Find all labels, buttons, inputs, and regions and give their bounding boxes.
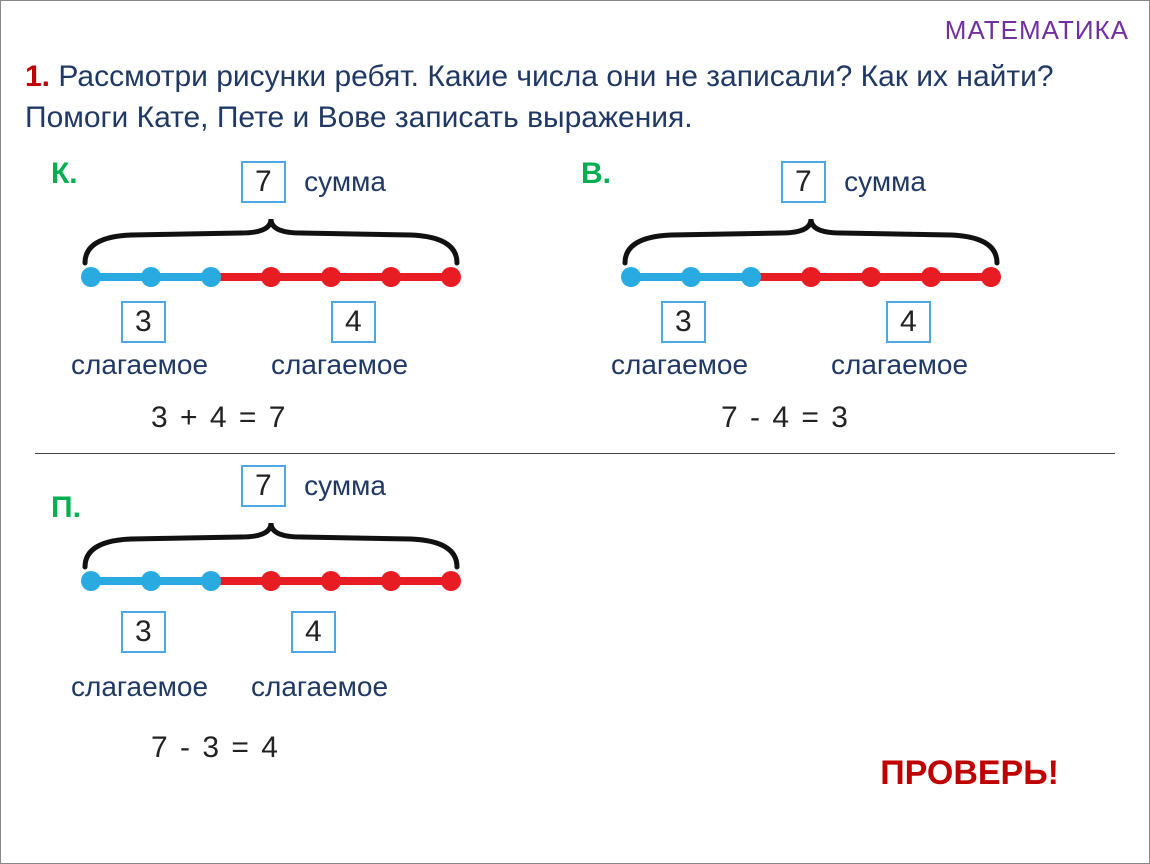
diagram-k-right-label: слагаемое — [271, 349, 408, 381]
divider-line — [35, 453, 1115, 454]
diagram-v-sum-value: 7 — [781, 161, 826, 203]
diagram-p-right-label: слагаемое — [251, 671, 388, 703]
diagram-k-right-value: 4 — [331, 301, 376, 343]
diagram-v-left-label: слагаемое — [611, 349, 748, 381]
diagram-v-left-value: 3 — [661, 301, 706, 343]
diagram-k-letter: К. — [51, 157, 78, 191]
diagram-p-right-value: 4 — [291, 611, 336, 653]
diagram-k-left-label: слагаемое — [71, 349, 208, 381]
diagram-v-letter: В. — [581, 157, 611, 191]
task-body: Рассмотри рисунки ребят. Какие числа они… — [25, 60, 1054, 134]
diagram-k-svg-wrap — [61, 207, 541, 297]
diagram-k-svg — [61, 207, 541, 297]
diagram-v-svg — [601, 207, 1101, 297]
diagram-v-equation: 7 - 4 = 3 — [721, 401, 850, 435]
diagram-k-left-value: 3 — [121, 301, 166, 343]
diagram-p-equation: 7 - 3 = 4 — [151, 731, 280, 765]
diagram-p-svg-wrap — [61, 511, 541, 601]
diagram-k-sum-label: сумма — [304, 166, 386, 197]
diagram-p-sum-value: 7 — [241, 465, 286, 507]
diagram-p-sum-label: сумма — [304, 470, 386, 501]
diagram-p-left-value: 3 — [121, 611, 166, 653]
diagram-v-right-value: 4 — [886, 301, 931, 343]
check-label: ПРОВЕРЬ! — [880, 754, 1059, 793]
diagram-v-svg-wrap — [601, 207, 1101, 297]
subject-label: МАТЕМАТИКА — [945, 15, 1129, 46]
diagram-p-left-label: слагаемое — [71, 671, 208, 703]
diagram-p-svg — [61, 511, 541, 601]
diagram-v-sum-label: сумма — [844, 166, 926, 197]
diagram-k-equation: 3 + 4 = 7 — [151, 401, 287, 435]
diagram-v-right-label: слагаемое — [831, 349, 968, 381]
task-text: 1. Рассмотри рисунки ребят. Какие числа … — [25, 57, 1125, 138]
task-number: 1. — [25, 60, 50, 93]
diagram-k-sum-value: 7 — [241, 161, 286, 203]
